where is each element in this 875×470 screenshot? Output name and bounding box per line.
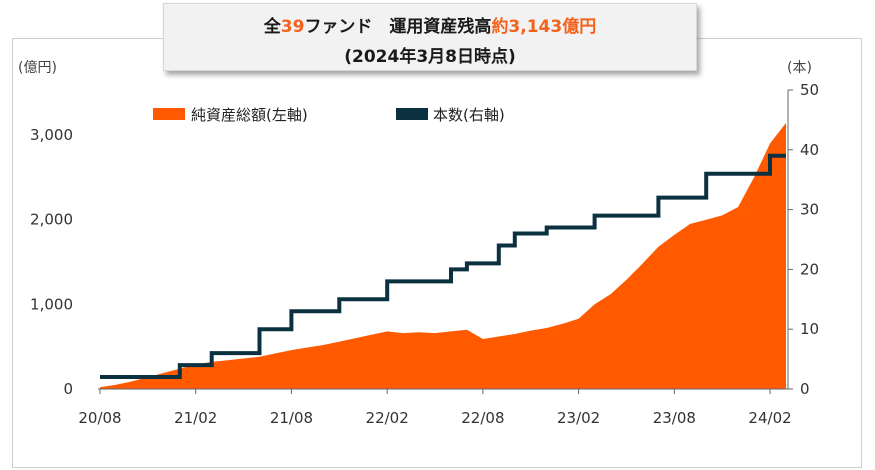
right-tick-label: 10 — [800, 320, 819, 338]
right-axis-unit: (本) — [787, 60, 812, 76]
left-tick-label: 3,000 — [30, 126, 73, 144]
right-tick-label: 20 — [800, 260, 819, 278]
chart-subtitle: (2024年3月8日時点) — [344, 47, 516, 67]
x-tick-label: 22/02 — [366, 409, 409, 427]
x-tick-label: 24/02 — [748, 409, 791, 427]
right-tick-label: 40 — [800, 141, 819, 159]
net-assets-area — [100, 122, 786, 390]
legend-area-swatch — [153, 108, 185, 120]
title-middle: ファンド 運用資産残高 — [304, 17, 492, 37]
left-tick-label: 0 — [63, 380, 73, 398]
right-tick-label: 50 — [800, 81, 819, 99]
x-tick-label: 23/08 — [653, 409, 696, 427]
x-tick-label: 23/02 — [557, 409, 600, 427]
fund-count-step-line — [100, 153, 786, 379]
x-tick-label: 21/08 — [270, 409, 313, 427]
right-tick-label: 30 — [800, 201, 819, 219]
title-amount: 約3,143億円 — [491, 17, 597, 37]
title-box: 全39ファンド 運用資産残高約3,143億円 (2024年3月8日時点) — [163, 3, 697, 71]
legend-line-label: 本数(右軸) — [433, 106, 505, 124]
left-axis-unit: (億円) — [18, 60, 57, 76]
title-fund-count: 39 — [280, 17, 305, 37]
legend-area-label: 純資産総額(左軸) — [191, 106, 308, 124]
chart-title: 全39ファンド 運用資産残高約3,143億円 — [164, 12, 696, 37]
legend-line-swatch — [396, 108, 428, 120]
x-tick-label: 21/02 — [174, 409, 217, 427]
x-tick-label: 22/08 — [461, 409, 504, 427]
left-tick-label: 1,000 — [30, 295, 73, 313]
title-prefix: 全 — [263, 17, 281, 37]
x-tick-label: 20/08 — [78, 409, 121, 427]
right-tick-label: 0 — [800, 380, 810, 398]
left-tick-label: 2,000 — [30, 211, 73, 229]
